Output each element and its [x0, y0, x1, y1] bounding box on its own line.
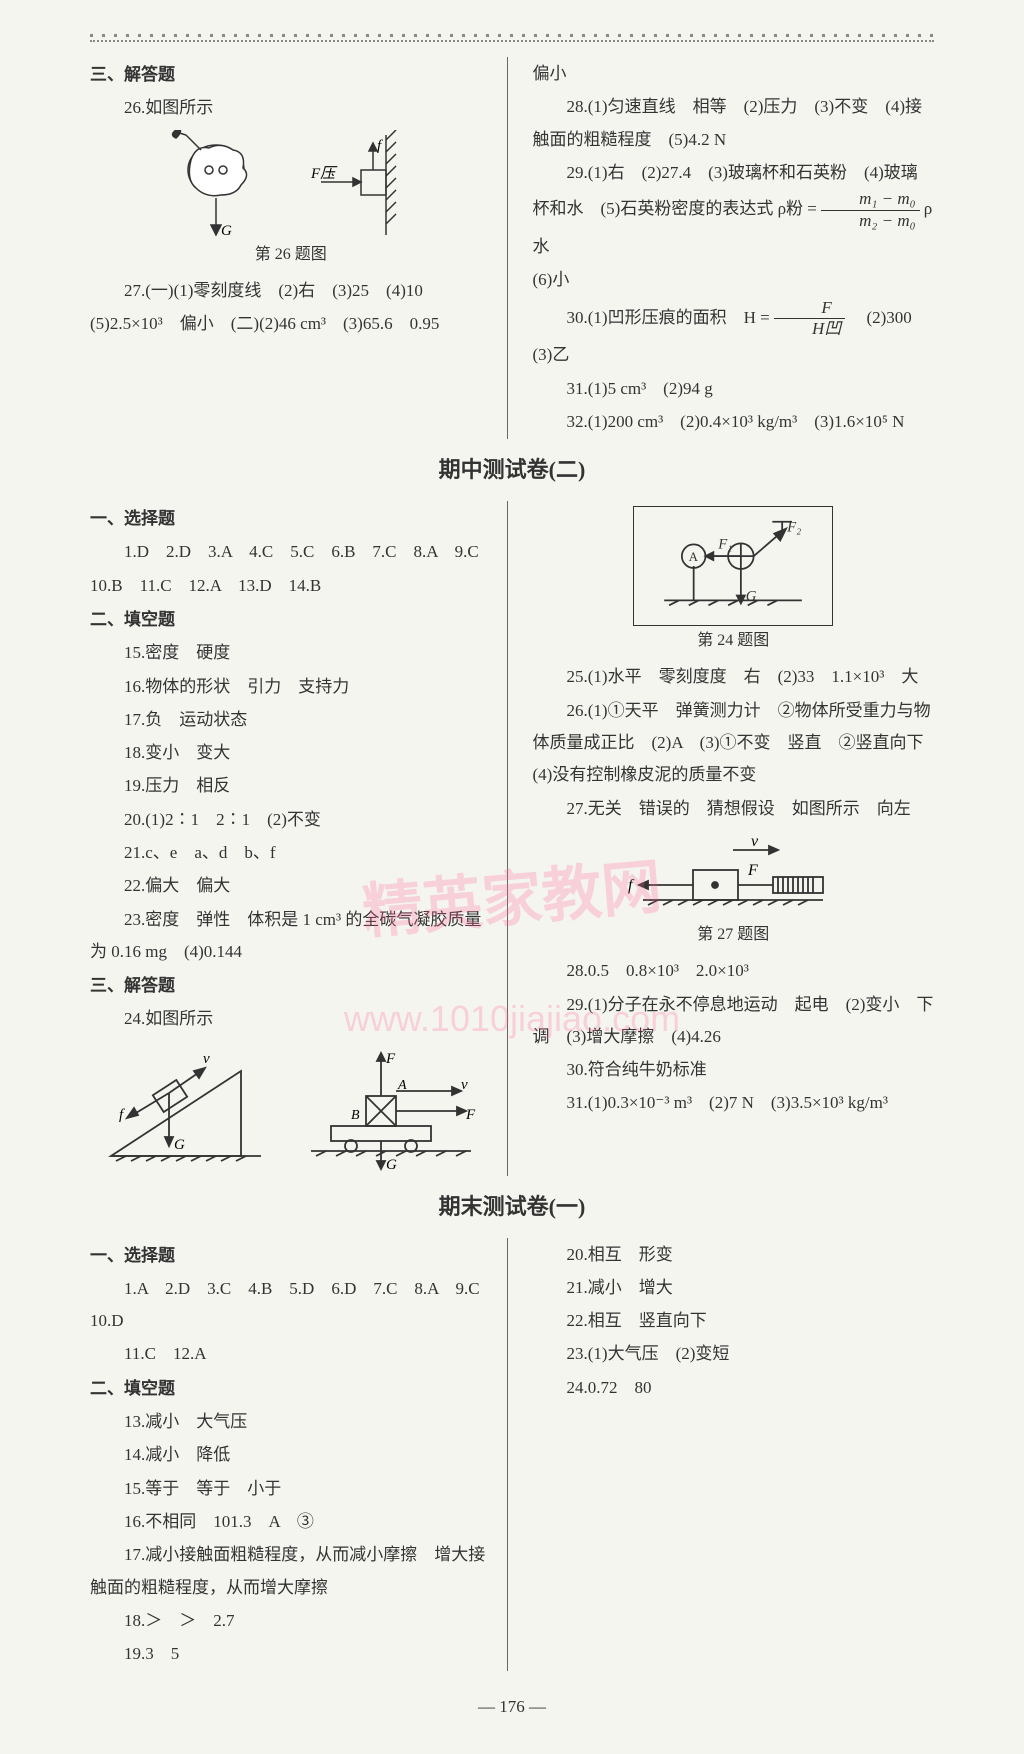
- svg-text:v: v: [203, 1051, 210, 1067]
- fig26-torch-icon: G: [161, 130, 281, 240]
- svg-text:f: f: [119, 1107, 125, 1123]
- svg-text:F: F: [747, 862, 758, 879]
- mid-l-section2: 二、填空题: [90, 604, 492, 636]
- mid-left-col: 一、选择题 1.D 2.D 3.A 4.C 5.C 6.B 7.C 8.A 9.…: [90, 501, 508, 1176]
- end-right-col: 20.相互 形变 21.减小 增大 22.相互 竖直向下 23.(1)大气压 (…: [528, 1238, 935, 1672]
- mid-l20: 20.(1)2∶1 2∶1 (2)不变: [90, 804, 492, 836]
- mid-right-col: A F₁ F₂ G 第 24 题图 25.(1)水平 零刻度度 右 (2)33 …: [528, 501, 935, 1176]
- top-right-col: 偏小 28.(1)匀速直线 相等 (2)压力 (3)不变 (4)接触面的粗糙程度…: [528, 57, 935, 439]
- fig27-container: f F v 第 27 题图: [533, 830, 935, 950]
- end-l-section2: 二、填空题: [90, 1373, 492, 1405]
- svg-text:F: F: [465, 1107, 476, 1123]
- mid-l-mc2: 10.B 11.C 12.A 13.D 14.B: [90, 570, 492, 602]
- svg-text:G: G: [746, 588, 757, 604]
- top-left-col: 三、解答题 26.如图所示 G: [90, 57, 508, 439]
- r30a-text: 30.(1)凹形压痕的面积 H =: [567, 307, 774, 326]
- end-r21: 21.减小 增大: [533, 1272, 935, 1304]
- mid-l22: 22.偏大 偏大: [90, 870, 492, 902]
- mid-l18: 18.变小 变大: [90, 737, 492, 769]
- cart-diagram-icon: F A B v F G: [301, 1041, 481, 1171]
- svg-text:G: G: [174, 1137, 185, 1153]
- mid-l-section1: 一、选择题: [90, 503, 492, 535]
- fig24-diagram-icon: A F₁ F₂ G: [633, 506, 833, 626]
- svg-text:B: B: [351, 1108, 360, 1123]
- end-r20: 20.相互 形变: [533, 1239, 935, 1271]
- fig24-caption: 第 24 题图: [533, 626, 935, 656]
- svg-text:A: A: [397, 1078, 407, 1093]
- svg-text:G: G: [221, 223, 232, 239]
- end-l17: 17.减小接触面粗糙程度，从而减小摩擦 增大接触面的粗糙程度，从而增大摩擦: [90, 1539, 492, 1604]
- r29-fraction: m₁ − m₀ m₂ − m₀: [821, 189, 919, 231]
- end-l18: 18.＞ ＞ 2.7: [90, 1605, 492, 1637]
- mid-l19: 19.压力 相反: [90, 770, 492, 802]
- end-l16: 16.不相同 101.3 A ③: [90, 1506, 492, 1538]
- fig26-caption: 第 26 题图: [90, 240, 492, 270]
- r31: 31.(1)5 cm³ (2)94 g: [533, 373, 935, 405]
- end-l-mc1: 1.A 2.D 3.C 4.B 5.D 6.D 7.C 8.A 9.C 10.D: [90, 1273, 492, 1338]
- q26-text: 26.如图所示: [90, 92, 492, 124]
- end-l13: 13.减小 大气压: [90, 1406, 492, 1438]
- svg-text:A: A: [689, 550, 699, 564]
- top-section: 三、解答题 26.如图所示 G: [90, 57, 934, 439]
- mid-r28: 28.0.5 0.8×10³ 2.0×10³: [533, 955, 935, 987]
- end-r24: 24.0.72 80: [533, 1372, 935, 1404]
- mid-l-section3: 三、解答题: [90, 970, 492, 1002]
- q27a: 27.(一)(1)零刻度线 (2)右 (3)25 (4)10: [90, 275, 492, 307]
- r29: 29.(1)右 (2)27.4 (3)玻璃杯和石英粉 (4)玻璃杯和水 (5)石…: [533, 157, 935, 263]
- incline-diagram-icon: f G v: [101, 1041, 271, 1171]
- end-l-mc2: 11.C 12.A: [90, 1338, 492, 1370]
- mid-r25: 25.(1)水平 零刻度度 右 (2)33 1.1×10³ 大: [533, 661, 935, 693]
- end-r22: 22.相互 竖直向下: [533, 1305, 935, 1337]
- r30: 30.(1)凹形压痕的面积 H = F H凹 (2)300 (3)乙: [533, 298, 935, 372]
- mid-r26: 26.(1)①天平 弹簧测力计 ②物体所受重力与物体质量成正比 (2)A (3)…: [533, 695, 935, 792]
- mid-fig-container: f G v: [90, 1041, 492, 1171]
- mid-l24: 24.如图所示: [90, 1003, 492, 1035]
- fig24-container: A F₁ F₂ G 第 24 题图: [533, 506, 935, 656]
- svg-text:f: f: [628, 877, 635, 894]
- svg-text:v: v: [751, 833, 759, 850]
- end-l19: 19.3 5: [90, 1638, 492, 1670]
- svg-text:F₁: F₁: [718, 536, 733, 552]
- svg-text:F压: F压: [311, 166, 338, 182]
- page-number: — 176 —: [90, 1691, 934, 1723]
- mid-l21: 21.c、e a、d b、f: [90, 837, 492, 869]
- fig27-diagram-icon: f F v: [613, 830, 853, 920]
- mid-r27: 27.无关 错误的 猜想假设 如图所示 向左: [533, 793, 935, 825]
- r28: 28.(1)匀速直线 相等 (2)压力 (3)不变 (4)接触面的粗糙程度 (5…: [533, 91, 935, 156]
- mid-title: 期中测试卷(二): [90, 449, 934, 491]
- end-left-col: 一、选择题 1.A 2.D 3.C 4.B 5.D 6.D 7.C 8.A 9.…: [90, 1238, 508, 1672]
- mid-r31: 31.(1)0.3×10⁻³ m³ (2)7 N (3)3.5×10³ kg/m…: [533, 1087, 935, 1119]
- q27b: (5)2.5×10³ 偏小 (二)(2)46 cm³ (3)65.6 0.95: [90, 308, 492, 340]
- mid-l15: 15.密度 硬度: [90, 637, 492, 669]
- fig27-caption: 第 27 题图: [533, 920, 935, 950]
- mid-section: 一、选择题 1.D 2.D 3.A 4.C 5.C 6.B 7.C 8.A 9.…: [90, 501, 934, 1176]
- svg-text:F₂: F₂: [786, 520, 801, 536]
- svg-text:F: F: [385, 1051, 396, 1067]
- mid-l23: 23.密度 弹性 体积是 1 cm³ 的全碳气凝胶质量为 0.16 mg (4)…: [90, 904, 492, 969]
- mid-l16: 16.物体的形状 引力 支持力: [90, 671, 492, 703]
- mid-r29: 29.(1)分子在永不停息地运动 起电 (2)变小 下调 (3)增大摩擦 (4)…: [533, 989, 935, 1054]
- end-section: 一、选择题 1.A 2.D 3.C 4.B 5.D 6.D 7.C 8.A 9.…: [90, 1238, 934, 1672]
- mid-r30: 30.符合纯牛奶标准: [533, 1054, 935, 1086]
- r-pianxiao: 偏小: [533, 58, 935, 90]
- r29b: (6)小: [533, 264, 935, 296]
- r32: 32.(1)200 cm³ (2)0.4×10³ kg/m³ (3)1.6×10…: [533, 406, 935, 438]
- mid-l17: 17.负 运动状态: [90, 704, 492, 736]
- svg-text:f: f: [377, 138, 383, 154]
- end-l14: 14.减小 降低: [90, 1439, 492, 1471]
- fig26-wall-icon: F压 f: [311, 130, 421, 240]
- fig26-container: G F压 f: [90, 130, 492, 270]
- end-l-section1: 一、选择题: [90, 1240, 492, 1272]
- section-heading-3: 三、解答题: [90, 59, 492, 91]
- end-l15: 15.等于 等于 小于: [90, 1473, 492, 1505]
- r30-fraction: F H凹: [774, 298, 845, 340]
- svg-text:G: G: [386, 1157, 397, 1171]
- svg-text:v: v: [461, 1077, 468, 1093]
- end-title: 期末测试卷(一): [90, 1186, 934, 1228]
- mid-l-mc1: 1.D 2.D 3.A 4.C 5.C 6.B 7.C 8.A 9.C: [90, 536, 492, 568]
- end-r23: 23.(1)大气压 (2)变短: [533, 1338, 935, 1370]
